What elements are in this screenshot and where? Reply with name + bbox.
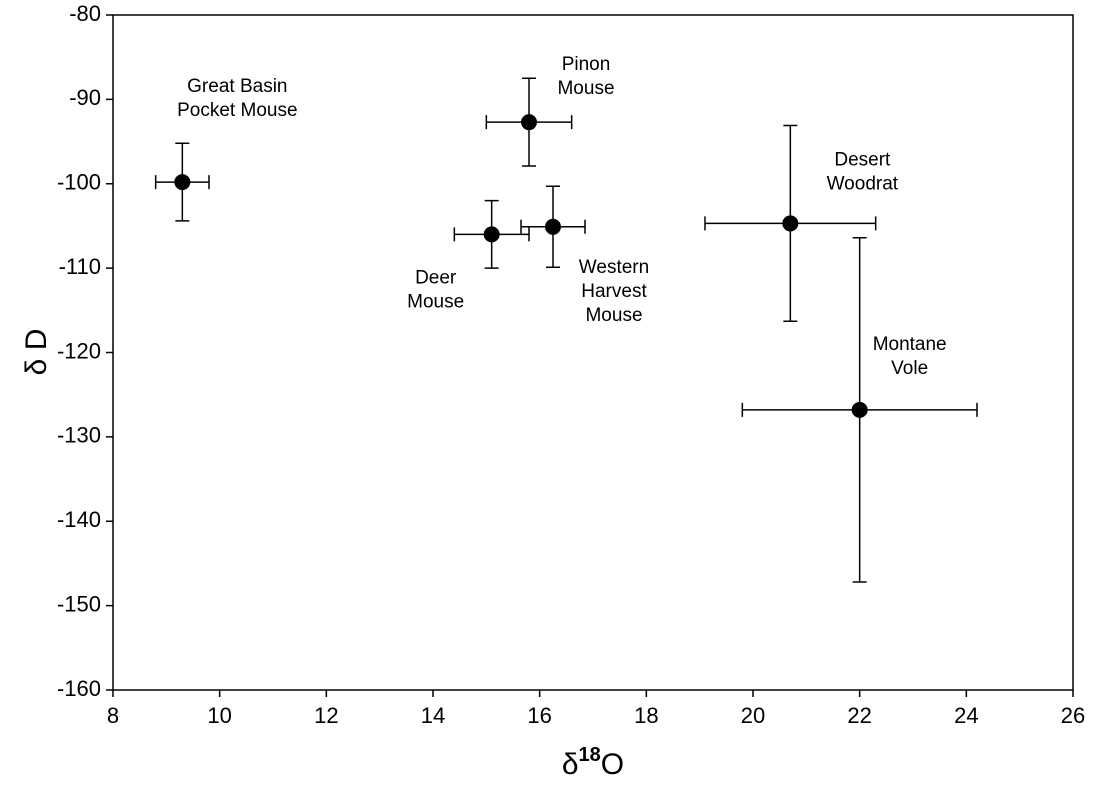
- point: [851, 401, 868, 418]
- y-tick-label: -100: [57, 170, 101, 195]
- y-tick-label: -160: [57, 676, 101, 701]
- point-label: Mouse: [407, 291, 464, 312]
- point-label: Montane: [873, 334, 947, 355]
- y-tick-label: -140: [57, 507, 101, 532]
- point-label: Mouse: [585, 305, 642, 326]
- point-label: Western: [579, 257, 649, 278]
- x-label-symbol: δ: [562, 748, 579, 781]
- x-tick-label: 26: [1061, 703, 1085, 728]
- x-tick-label: 22: [847, 703, 871, 728]
- x-label-rest: O: [601, 748, 624, 781]
- x-tick-label: 10: [207, 703, 231, 728]
- point-label: Desert: [834, 149, 891, 170]
- point: [545, 218, 561, 235]
- x-tick-label: 24: [954, 703, 978, 728]
- point-label: Vole: [891, 358, 928, 379]
- x-tick-label: 14: [421, 703, 445, 728]
- point-label: Pocket Mouse: [177, 100, 297, 121]
- point: [782, 215, 799, 232]
- x-tick-label: 18: [634, 703, 658, 728]
- x-tick-label: 12: [314, 703, 338, 728]
- x-axis-label: δ18O: [562, 744, 624, 781]
- x-tick-label: 20: [741, 703, 765, 728]
- point-label: Harvest: [581, 281, 647, 302]
- point-label: Mouse: [557, 78, 614, 99]
- x-tick-label: 8: [107, 703, 119, 728]
- point-label: Pinon: [562, 54, 611, 75]
- y-tick-label: -110: [59, 254, 101, 279]
- y-tick-label: -80: [69, 1, 101, 26]
- y-tick-label: -130: [57, 423, 101, 448]
- point: [521, 114, 537, 131]
- point: [483, 226, 500, 243]
- x-tick-label: 16: [527, 703, 551, 728]
- x-label-sup: 18: [579, 744, 601, 766]
- y-tick-label: -120: [57, 338, 101, 363]
- y-tick-label: -90: [69, 85, 101, 110]
- point: [174, 174, 191, 191]
- y-tick-label: -150: [57, 591, 101, 616]
- point-label: Great Basin: [187, 76, 287, 97]
- point-label: Woodrat: [827, 173, 899, 194]
- y-axis-label: δ D: [20, 329, 53, 376]
- point-label: Deer: [415, 267, 457, 288]
